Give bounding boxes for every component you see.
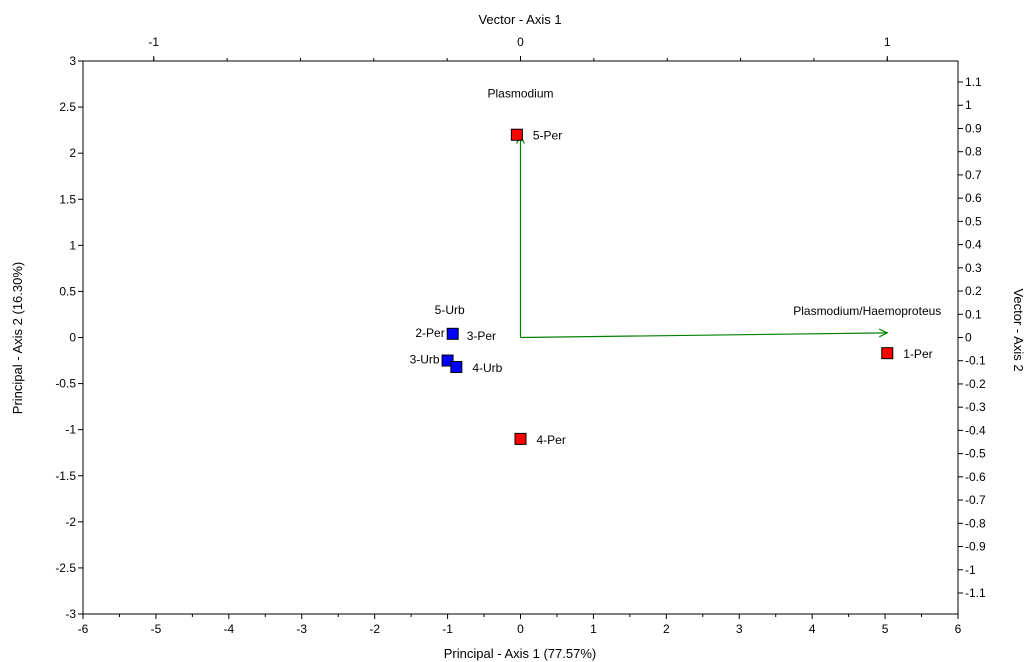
point-label: 5-Urb [435,303,465,317]
y-tick-label: -2.5 [55,561,76,575]
data-point [881,347,894,360]
x-tick-label: 0 [517,622,524,636]
x-tick-label: -6 [78,622,89,636]
x2-tick-label: 1 [884,35,891,49]
y2-tick-label: 0.6 [965,191,982,205]
y-tick-label: -1.5 [55,469,76,483]
y2-tick-label: 0.5 [965,214,982,228]
x-tick-label: -3 [296,622,307,636]
x-tick-label: 6 [955,622,962,636]
x-tick-label: -1 [442,622,453,636]
y-tick-label: 0.5 [59,284,76,298]
y2-tick-label: -0.2 [965,377,986,391]
x-tick-label: 2 [663,622,670,636]
y2-tick-label: 0 [965,331,972,345]
data-point [446,327,459,340]
x2-tick-label: 0 [517,35,524,49]
point-label: 3-Urb [410,353,440,367]
y2-tick-label: 0.8 [965,145,982,159]
y-tick-label: -0.5 [55,377,76,391]
point-label: 2-Per [415,326,444,340]
y2-tick-label: -0.3 [965,400,986,414]
y2-tick-label: -0.4 [965,423,986,437]
y-tick-label: -2 [65,515,76,529]
x2-axis-title: Vector - Axis 1 [478,12,561,27]
y-tick-label: 1.5 [59,192,76,206]
y2-tick-label: -1 [965,563,976,577]
vector-arrowhead [878,328,889,338]
vector-label: Plasmodium [487,86,553,100]
y2-tick-label: 1 [965,98,972,112]
vector-line [520,332,888,339]
y2-tick-label: 0.7 [965,168,982,182]
y2-tick-label: -0.6 [965,470,986,484]
x-tick-label: 4 [809,622,816,636]
y-axis-title: Principal - Axis 2 (16.30%) [10,262,25,414]
data-point [441,354,454,367]
y2-tick-label: 0.2 [965,284,982,298]
x-tick-label: 1 [590,622,597,636]
y2-tick-label: -0.5 [965,447,986,461]
x-tick-label: 3 [736,622,743,636]
y-tick-label: -1 [65,423,76,437]
y2-tick-label: -1.1 [965,586,986,600]
y-tick-label: 2 [69,146,76,160]
point-label: 4-Urb [472,361,502,375]
vector-label: Plasmodium/Haemoproteus [793,304,941,318]
x-axis-title: Principal - Axis 1 (77.57%) [444,646,596,661]
y-tick-label: 1 [69,238,76,252]
x-tick-label: 5 [882,622,889,636]
point-label: 4-Per [537,433,566,447]
point-label: 1-Per [903,347,932,361]
point-label: 3-Per [467,329,496,343]
y2-tick-label: -0.9 [965,540,986,554]
y2-tick-label: -0.7 [965,493,986,507]
y-tick-label: 0 [69,331,76,345]
x2-tick-label: -1 [148,35,159,49]
y-tick-label: -3 [65,607,76,621]
y2-axis-title: Vector - Axis 2 [1011,288,1026,371]
data-point [510,128,523,141]
y-tick-label: 3 [69,54,76,68]
y2-tick-label: 1.1 [965,75,982,89]
x-tick-label: -4 [223,622,234,636]
y2-tick-label: 0.4 [965,238,982,252]
y2-tick-label: -0.8 [965,516,986,530]
data-point [514,432,527,445]
x-tick-label: -2 [369,622,380,636]
point-label: 5-Per [533,129,562,143]
x-tick-label: -5 [151,622,162,636]
y2-tick-label: 0.3 [965,261,982,275]
y2-tick-label: 0.9 [965,121,982,135]
y2-tick-label: -0.1 [965,354,986,368]
y2-tick-label: 0.1 [965,307,982,321]
y-tick-label: 2.5 [59,100,76,114]
data-point [450,360,463,373]
